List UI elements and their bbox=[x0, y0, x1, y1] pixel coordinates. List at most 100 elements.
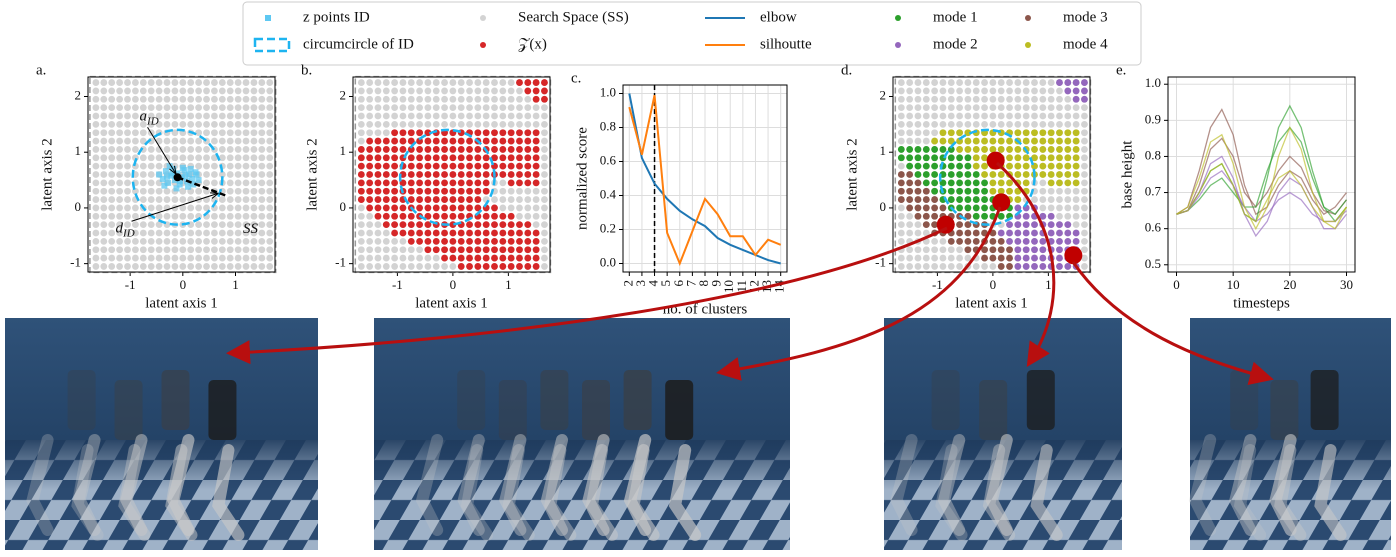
search-space-point bbox=[179, 187, 187, 195]
region-point bbox=[507, 154, 515, 162]
region-point bbox=[441, 196, 448, 203]
search-space-point bbox=[914, 137, 922, 145]
search-space-point bbox=[981, 112, 988, 120]
id-point bbox=[165, 179, 172, 186]
search-space-point bbox=[258, 146, 266, 153]
search-space-point bbox=[482, 120, 490, 128]
search-space-point bbox=[92, 171, 100, 178]
search-space-point bbox=[1047, 87, 1055, 95]
region-point bbox=[1047, 137, 1055, 145]
search-space-point bbox=[416, 95, 423, 103]
search-space-point bbox=[906, 87, 914, 95]
region-point bbox=[416, 154, 423, 162]
search-space-point bbox=[407, 79, 415, 86]
search-space-point bbox=[266, 95, 274, 103]
region-point bbox=[1056, 79, 1063, 86]
region-point bbox=[466, 221, 473, 229]
search-space-point bbox=[449, 79, 457, 86]
search-space-point bbox=[931, 129, 939, 137]
search-space-point bbox=[218, 196, 226, 203]
search-space-point bbox=[1047, 112, 1055, 120]
search-space-point bbox=[424, 120, 432, 128]
search-space-point bbox=[100, 162, 108, 170]
search-space-point bbox=[92, 263, 100, 270]
region-point bbox=[407, 154, 415, 162]
search-space-point bbox=[1031, 104, 1038, 112]
search-space-point bbox=[155, 146, 163, 153]
region-point bbox=[482, 212, 490, 220]
region-point bbox=[1022, 129, 1030, 137]
plot-frame bbox=[352, 76, 551, 273]
search-space-point bbox=[897, 79, 905, 86]
search-space-point bbox=[171, 87, 179, 95]
y-tick-label: 2 bbox=[340, 87, 347, 102]
region-point bbox=[507, 137, 515, 145]
search-space-point bbox=[100, 212, 108, 220]
search-space-point bbox=[1014, 79, 1022, 86]
region-point bbox=[466, 154, 473, 162]
search-space-point bbox=[92, 95, 100, 103]
search-space-point bbox=[491, 95, 498, 103]
region-point bbox=[432, 179, 440, 187]
search-space-point bbox=[897, 229, 905, 237]
search-space-point bbox=[108, 171, 116, 178]
search-space-point bbox=[147, 95, 155, 103]
search-space-point bbox=[258, 221, 266, 229]
search-space-point bbox=[116, 196, 124, 203]
search-space-point bbox=[416, 104, 423, 112]
region-point bbox=[457, 179, 465, 187]
search-space-point bbox=[155, 120, 163, 128]
x-tick-label: 10 bbox=[721, 280, 736, 293]
region-point bbox=[424, 221, 432, 229]
search-space-point bbox=[195, 95, 203, 103]
search-space-point bbox=[516, 95, 523, 103]
search-space-point bbox=[108, 162, 116, 170]
region-point bbox=[407, 237, 415, 245]
search-space-point bbox=[163, 246, 171, 254]
region-point bbox=[516, 162, 523, 170]
search-space-point bbox=[100, 246, 108, 254]
search-space-point bbox=[147, 263, 155, 270]
search-space-point bbox=[1022, 79, 1030, 86]
search-space-point bbox=[947, 254, 955, 262]
region-point bbox=[1014, 204, 1022, 212]
search-space-point bbox=[163, 254, 171, 262]
region-point bbox=[499, 246, 507, 254]
legend-label: 𝒵(x) bbox=[518, 36, 547, 52]
x-tick-label: 8 bbox=[696, 280, 711, 287]
id-point bbox=[187, 165, 194, 172]
search-space-point bbox=[266, 79, 274, 86]
search-space-point bbox=[897, 204, 905, 212]
region-point bbox=[1072, 87, 1080, 95]
search-space-point bbox=[250, 187, 258, 195]
search-space-point bbox=[100, 263, 108, 270]
search-space-point bbox=[399, 120, 407, 128]
region-point bbox=[981, 196, 988, 203]
region-point bbox=[441, 171, 448, 178]
search-space-point bbox=[155, 212, 163, 220]
search-space-point bbox=[147, 171, 155, 178]
search-space-point bbox=[187, 120, 195, 128]
search-space-point bbox=[266, 137, 274, 145]
region-point bbox=[1056, 146, 1063, 153]
region-point bbox=[424, 187, 432, 195]
search-space-point bbox=[449, 263, 457, 270]
region-point bbox=[466, 237, 473, 245]
search-space-point bbox=[171, 79, 179, 86]
search-space-point bbox=[100, 137, 108, 145]
search-space-point bbox=[218, 212, 226, 220]
search-space-point bbox=[250, 79, 258, 86]
region-point bbox=[482, 187, 490, 195]
y-tick-label: 1 bbox=[75, 143, 82, 158]
search-space-point bbox=[516, 212, 523, 220]
search-space-point bbox=[139, 237, 147, 245]
search-space-point bbox=[155, 246, 163, 254]
search-space-point bbox=[211, 171, 218, 178]
search-space-point bbox=[366, 212, 374, 220]
search-space-point bbox=[972, 263, 980, 270]
region-point bbox=[1022, 229, 1030, 237]
search-space-point bbox=[457, 104, 465, 112]
region-point bbox=[449, 254, 457, 262]
search-space-point bbox=[266, 87, 274, 95]
search-space-point bbox=[218, 204, 226, 212]
